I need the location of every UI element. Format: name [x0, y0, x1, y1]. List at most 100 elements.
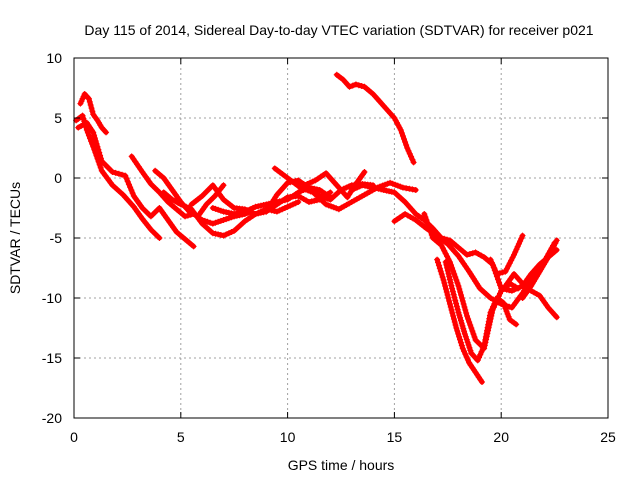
data-point-marker [463, 336, 470, 343]
data-point-marker [504, 311, 511, 317]
data-point-marker [228, 229, 235, 235]
series-pass-10 [271, 165, 419, 213]
data-point-marker [212, 230, 219, 237]
data-point-marker [212, 219, 219, 226]
data-point-marker [455, 309, 462, 316]
data-point-marker [449, 310, 456, 316]
data-point-marker [408, 153, 415, 160]
y-tick-label: -15 [42, 350, 62, 366]
series-pass-1 [73, 112, 163, 241]
x-tick-label: 0 [70, 429, 78, 445]
data-point-marker [225, 215, 232, 222]
data-point-marker [470, 331, 477, 337]
data-point-marker [399, 133, 406, 139]
data-point-marker [513, 321, 520, 328]
y-tick-label: 10 [46, 50, 62, 66]
data-point-marker [496, 279, 503, 286]
data-point-marker [384, 180, 391, 187]
data-point-marker [279, 206, 286, 213]
series-pass-2 [75, 119, 197, 250]
data-point-marker [501, 302, 508, 309]
data-point-marker [177, 201, 184, 208]
data-point-marker [505, 313, 512, 320]
data-point-marker [276, 198, 283, 205]
chart-title: Day 115 of 2014, Sidereal Day-to-day VTE… [84, 22, 593, 38]
data-point-marker [185, 205, 192, 211]
series-pass-18 [487, 232, 526, 277]
data-point-marker [512, 249, 519, 256]
data-point-marker [217, 232, 224, 238]
data-point-marker [502, 268, 509, 275]
data-point-marker [485, 318, 492, 325]
data-point-marker [129, 190, 136, 197]
data-point-marker [397, 183, 404, 190]
data-point-marker [386, 188, 393, 195]
x-tick-label: 25 [600, 429, 616, 445]
data-point-marker [497, 282, 504, 289]
data-point-marker [361, 191, 368, 198]
data-point-marker [462, 333, 469, 340]
data-point-marker [217, 217, 224, 224]
data-point-marker [484, 324, 491, 331]
data-point-marker [463, 354, 470, 361]
data-point-marker [289, 201, 296, 208]
data-point-marker [466, 251, 473, 257]
x-axis-label: GPS time / hours [288, 457, 395, 473]
data-point-marker [471, 334, 478, 340]
data-point-marker [458, 342, 465, 349]
data-point-marker [450, 291, 457, 298]
data-point-marker [225, 209, 232, 216]
data-point-marker [86, 98, 93, 105]
data-point-marker [451, 319, 458, 325]
data-point-marker [444, 292, 451, 298]
data-point-marker [89, 108, 96, 115]
data-point-marker [84, 129, 91, 136]
series-pass-14 [391, 211, 558, 311]
data-point-marker [304, 181, 311, 187]
data-point-marker [409, 156, 416, 163]
data-point-marker [461, 331, 468, 337]
data-point-marker [466, 344, 473, 351]
data-point-marker [460, 301, 467, 307]
data-point-marker [109, 169, 116, 175]
data-point-marker [452, 322, 459, 328]
data-point-marker [351, 185, 358, 192]
data-point-marker [295, 199, 302, 205]
data-point-marker [378, 186, 385, 193]
data-point-marker [220, 217, 227, 223]
data-point-marker [509, 254, 516, 261]
data-point-marker [461, 328, 468, 335]
x-tick-label: 20 [493, 429, 509, 445]
data-point-marker [255, 203, 262, 210]
data-point-marker [124, 178, 131, 185]
data-point-marker [398, 130, 405, 136]
data-point-marker [442, 259, 449, 265]
data-point-marker [223, 216, 230, 223]
data-point-marker [421, 211, 428, 217]
data-point-marker [440, 277, 447, 283]
data-point-marker [94, 143, 101, 150]
data-point-marker [446, 273, 453, 280]
data-point-marker [483, 330, 490, 337]
data-point-marker [457, 317, 464, 324]
data-point-marker [438, 242, 445, 249]
data-point-marker [447, 304, 454, 310]
data-point-marker [437, 268, 444, 275]
data-point-marker [119, 171, 126, 178]
data-point-marker [183, 203, 190, 210]
data-point-marker [508, 287, 515, 294]
data-point-marker [423, 217, 430, 223]
data-point-marker [434, 256, 441, 263]
data-point-marker [424, 220, 431, 226]
data-point-marker [406, 185, 413, 192]
data-point-marker [190, 243, 197, 250]
data-point-marker [220, 208, 227, 215]
data-point-marker [478, 379, 485, 385]
data-point-marker [457, 339, 464, 346]
data-point-marker [276, 207, 283, 214]
data-point-marker [392, 181, 399, 188]
data-point-marker [446, 276, 453, 283]
data-point-marker [346, 200, 353, 207]
data-point-marker [412, 187, 419, 193]
